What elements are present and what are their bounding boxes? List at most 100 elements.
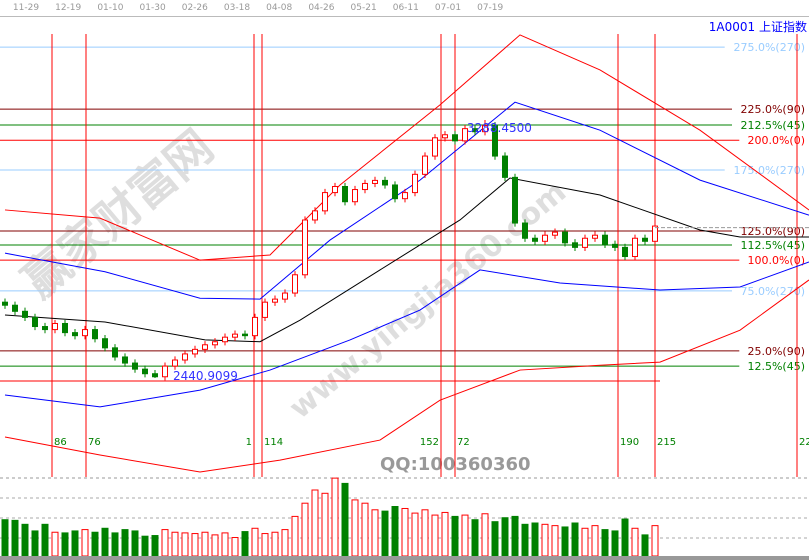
volume-bar (491, 521, 499, 557)
candle-body (172, 359, 178, 367)
volume-bar (401, 507, 409, 557)
level-label: 25.0%(90) (747, 345, 805, 358)
candle-body (492, 125, 498, 157)
candle-body (122, 356, 128, 364)
volume-bar (611, 530, 619, 557)
volume-bar (391, 506, 399, 557)
volume-bar (161, 529, 169, 557)
time-line-label: 215 (657, 437, 676, 448)
date-tick: 11-29 (12, 3, 40, 13)
candle-body (12, 304, 18, 312)
volume-bar (521, 523, 529, 557)
date-tick: 01-30 (139, 3, 166, 13)
volume-bar (1, 519, 9, 557)
volume-bar (121, 529, 129, 557)
candle-body (522, 222, 528, 239)
bottom-scrollbar[interactable] (0, 556, 809, 560)
candle-body (422, 155, 428, 175)
volume-bar (581, 527, 589, 557)
time-line-label: 86 (54, 437, 67, 448)
volume-bar (201, 531, 209, 557)
candle-body (452, 134, 458, 142)
candle-body (282, 292, 288, 300)
low-label: 2440.9099 (173, 369, 238, 383)
candle-body (232, 333, 238, 338)
volume-bar (341, 482, 349, 557)
volume-bar (251, 527, 259, 557)
volume-bar (231, 537, 239, 557)
volume-bar (141, 535, 149, 557)
candle-body (32, 316, 38, 328)
level-label: 212.5%(45) (740, 119, 805, 132)
volume-bar (571, 522, 579, 557)
candle-body (2, 301, 8, 306)
volume-bar (531, 522, 539, 557)
candle-body (532, 237, 538, 242)
time-line-label: 114 (264, 437, 283, 448)
volume-bar (31, 530, 39, 557)
candle-body (72, 332, 78, 337)
candle-body (402, 192, 408, 200)
level-label: 12.5%(45) (747, 360, 805, 373)
candle-body (642, 237, 648, 242)
level-label: 225.0%(90) (740, 103, 805, 116)
candle-body (572, 242, 578, 248)
volume-bar (271, 531, 279, 557)
time-line-label: 190 (620, 437, 639, 448)
candle-body (222, 336, 228, 343)
volume-bar (241, 531, 249, 557)
candle-body (272, 298, 278, 303)
volume-bar (101, 527, 109, 557)
ma-line (4, 177, 809, 343)
candle-body (632, 237, 638, 258)
volume-bar (601, 529, 609, 557)
volume-bar (511, 515, 519, 557)
volume-bar (71, 530, 79, 557)
stock-name: 上证指数 (758, 20, 807, 34)
volume-bar (111, 532, 119, 557)
watermark-brand: 赢家财富网 (12, 119, 223, 308)
candle-body (142, 368, 148, 375)
level-label: 175.0%(270) (733, 164, 805, 177)
date-tick: 02-26 (181, 3, 208, 13)
volume-bar (61, 532, 69, 557)
volume-bar (311, 489, 319, 557)
candle-body (512, 176, 518, 224)
candle-body (502, 155, 508, 178)
volume-bar (291, 515, 299, 557)
volume-bar (21, 523, 29, 557)
volume-bar (261, 533, 269, 557)
volume-bar (41, 523, 49, 557)
candle-body (482, 125, 488, 133)
candle-body (152, 373, 158, 378)
volume-bar (361, 502, 369, 557)
candle-body (542, 234, 548, 242)
stock-code: 1A0001 (708, 20, 756, 34)
candle-body (262, 301, 268, 318)
level-label: 75.0%(270) (740, 285, 805, 298)
volume-bar (181, 532, 189, 557)
candle-body (412, 173, 418, 194)
candle-body (472, 128, 478, 133)
time-line-label: 1 (246, 437, 252, 448)
volume-bar (191, 533, 199, 557)
volume-bar (471, 519, 479, 557)
candle-body (352, 189, 358, 203)
volume-bar (411, 512, 419, 557)
volume-bar (321, 492, 329, 557)
date-tick: 04-26 (308, 3, 335, 13)
volume-bar (381, 510, 389, 557)
level-label: 125.0%(90) (740, 225, 805, 238)
candle-body (242, 333, 248, 337)
volume-bar (371, 509, 379, 557)
candle-body (592, 234, 598, 239)
date-tick: 12-19 (55, 3, 82, 13)
candle-body (462, 128, 468, 142)
candle-body (292, 274, 298, 294)
volume-bar (171, 531, 179, 557)
time-line-label: 72 (457, 437, 470, 448)
volume-bar (541, 523, 549, 557)
volume-bar (651, 525, 659, 557)
candle-body (562, 231, 568, 244)
